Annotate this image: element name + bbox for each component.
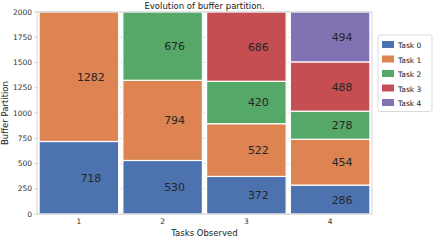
y-tick-label: 1000 bbox=[13, 109, 32, 118]
bar-segment bbox=[207, 12, 287, 81]
x-tick-label: 4 bbox=[328, 217, 333, 226]
data-label: 686 bbox=[248, 41, 269, 54]
bar-segment bbox=[123, 160, 203, 214]
legend-label: Task 0 bbox=[397, 41, 422, 50]
y-tick-label: 0 bbox=[27, 210, 32, 219]
y-tick-label: 1500 bbox=[13, 58, 32, 67]
data-label: 454 bbox=[332, 156, 353, 169]
legend-box bbox=[378, 35, 432, 112]
data-label: 676 bbox=[164, 40, 185, 53]
x-tick-label: 2 bbox=[160, 217, 165, 226]
bar-segment bbox=[123, 80, 203, 160]
x-tick-label: 3 bbox=[244, 217, 249, 226]
bar-segment bbox=[207, 81, 287, 123]
y-tick bbox=[34, 163, 37, 164]
data-label: 494 bbox=[332, 31, 353, 44]
y-tick-label: 1750 bbox=[13, 33, 32, 42]
bar-segment bbox=[39, 12, 119, 141]
y-tick bbox=[34, 138, 37, 139]
y-tick-label: 250 bbox=[18, 184, 33, 193]
legend-swatch bbox=[382, 99, 394, 106]
bar-segment bbox=[207, 176, 287, 214]
legend: Task 0 Task 1 Task 2 Task 3 Task 4 bbox=[378, 35, 432, 112]
data-label: 278 bbox=[332, 119, 353, 132]
legend-swatch bbox=[382, 56, 394, 63]
bar-segment bbox=[290, 185, 370, 214]
x-tick-label: 1 bbox=[76, 217, 81, 226]
legend-swatch bbox=[382, 70, 394, 77]
data-label: 522 bbox=[248, 144, 269, 157]
legend-swatch bbox=[382, 41, 394, 48]
y-tick bbox=[34, 12, 37, 13]
bar-segment bbox=[207, 124, 287, 177]
legend-label: Task 4 bbox=[397, 99, 422, 108]
data-label: 718 bbox=[80, 172, 101, 185]
y-tick-label: 750 bbox=[18, 134, 33, 143]
data-label: 372 bbox=[248, 189, 269, 202]
y-tick-label: 500 bbox=[18, 159, 33, 168]
bar-segment bbox=[290, 12, 370, 62]
y-tick bbox=[34, 214, 37, 215]
data-label: 530 bbox=[164, 181, 185, 194]
x-axis-label: Tasks Observed bbox=[170, 228, 237, 238]
legend-label: Task 3 bbox=[397, 85, 422, 94]
y-tick bbox=[34, 87, 37, 88]
bar-segment bbox=[290, 62, 370, 111]
y-tick bbox=[34, 62, 37, 63]
data-label: 1282 bbox=[77, 71, 105, 84]
legend-swatch bbox=[382, 85, 394, 92]
bar-segment bbox=[290, 139, 370, 185]
bars bbox=[39, 12, 370, 214]
data-label: 286 bbox=[332, 194, 353, 207]
bar-segment bbox=[123, 12, 203, 80]
bar-segment bbox=[290, 111, 370, 139]
y-tick-label: 2000 bbox=[13, 8, 32, 17]
legend-label: Task 1 bbox=[397, 56, 422, 65]
y-tick-label: 1250 bbox=[13, 83, 32, 92]
data-label: 794 bbox=[164, 114, 185, 127]
bar-segment bbox=[39, 141, 119, 214]
y-tick bbox=[34, 113, 37, 114]
data-label: 420 bbox=[248, 96, 269, 109]
y-axis-label: Buffer Partition bbox=[0, 81, 10, 145]
title: Evolution of buffer partition. bbox=[144, 1, 264, 11]
plot-frame bbox=[37, 12, 372, 214]
legend-label: Task 2 bbox=[397, 70, 422, 79]
y-tick bbox=[34, 37, 37, 38]
y-tick bbox=[34, 188, 37, 189]
data-label: 488 bbox=[332, 81, 353, 94]
chart: 0 250 500 750 1000 1250 1500 1750 2000 718 1282 530… bbox=[0, 0, 434, 240]
